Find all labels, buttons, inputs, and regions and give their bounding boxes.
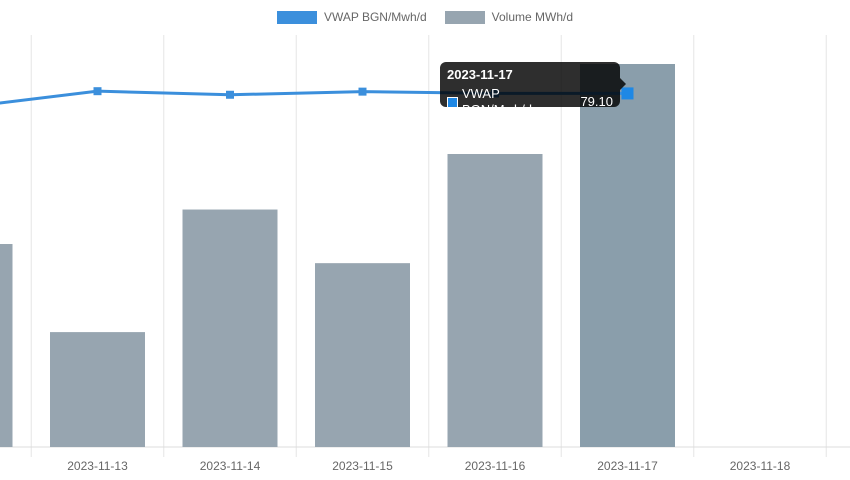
bar-volume-2023-11-12 — [0, 244, 13, 447]
x-tick-label: 2023-11-15 — [332, 459, 393, 473]
chart-legend: VWAP BGN/Mwh/d Volume MWh/d — [0, 7, 850, 27]
legend-item-volume[interactable]: Volume MWh/d — [444, 7, 574, 27]
point-vwap-2023-11-13 — [93, 87, 102, 96]
bar-volume-2023-11-14 — [182, 209, 278, 447]
x-tick-label: 2023-11-17 — [597, 459, 658, 473]
x-tick-label: 2023-11-16 — [465, 459, 526, 473]
legend-label-vwap: VWAP BGN/Mwh/d — [323, 10, 427, 24]
x-tick-label: 2023-11-13 — [67, 459, 128, 473]
bar-volume-2023-11-16 — [447, 154, 543, 447]
x-tick-label: 2023-11-18 — [730, 459, 791, 473]
bar-volume-2023-11-13 — [50, 332, 145, 447]
legend-swatch-volume — [444, 10, 485, 24]
chart-tooltip: 2023-11-17 VWAP BGN/Mwh/d: 79.10 — [440, 62, 626, 117]
tooltip-body: VWAP BGN/Mwh/d: 79.10 — [447, 86, 613, 118]
bar-volume-2023-11-15 — [315, 263, 410, 447]
point-vwap-2023-11-15 — [358, 87, 367, 96]
tooltip-caret — [620, 78, 626, 90]
tooltip-value: 79.10 — [580, 94, 613, 109]
x-tick-label: 2023-11-14 — [200, 459, 261, 473]
bar-volume-2023-11-17 — [580, 64, 675, 447]
legend-swatch-vwap — [276, 10, 317, 24]
tooltip-swatch — [447, 96, 458, 108]
tooltip-series-label: VWAP BGN/Mwh/d: — [461, 86, 536, 117]
tooltip-title: 2023-11-17 — [447, 67, 513, 82]
point-vwap-2023-11-17 — [621, 87, 634, 100]
legend-label-volume: Volume MWh/d — [491, 10, 574, 24]
legend-item-vwap[interactable]: VWAP BGN/Mwh/d — [276, 7, 427, 27]
point-vwap-2023-11-14 — [226, 90, 234, 99]
